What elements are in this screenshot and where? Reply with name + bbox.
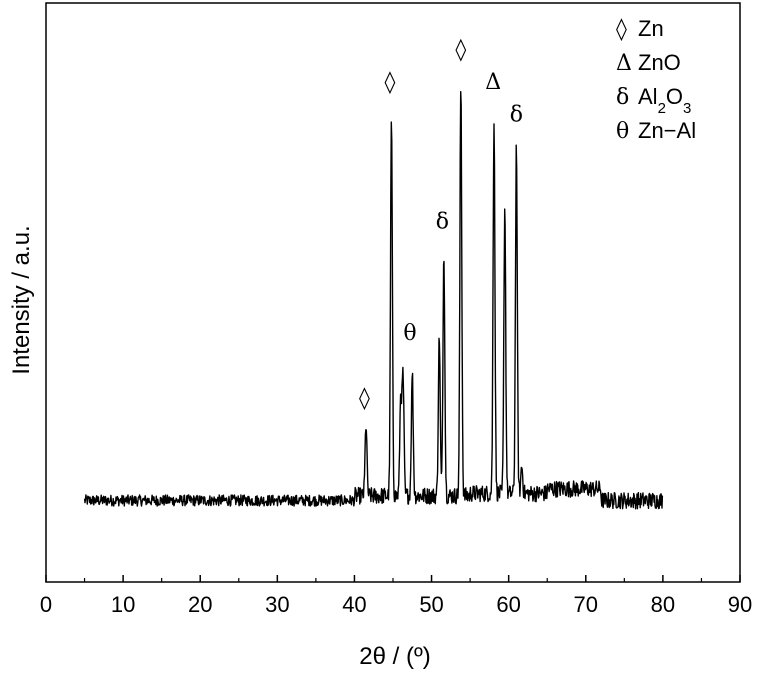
peak-annotation: δ — [436, 209, 449, 234]
legend-label: Zn — [638, 16, 664, 41]
xrd-pattern-line — [83, 90, 664, 510]
legend-label: Al2O3 — [638, 84, 691, 117]
peak-annotation: ◊ — [384, 70, 395, 95]
x-tick-label: 0 — [40, 592, 52, 617]
y-axis-label: Intensity / a.u. — [8, 225, 35, 374]
x-tick-label: 40 — [342, 592, 366, 617]
legend-label: Zn−Al — [638, 118, 696, 143]
x-tick-label: 90 — [728, 592, 752, 617]
x-tick-label: 20 — [188, 592, 212, 617]
peak-annotation: ◊ — [455, 37, 466, 62]
peak-annotation: Δ — [485, 70, 501, 95]
x-tick-label: 70 — [574, 592, 598, 617]
peak-annotation: δ — [510, 103, 523, 128]
legend-symbol: δ — [616, 85, 629, 110]
legend-symbol: Δ — [616, 51, 632, 76]
x-axis-ticks: 0 10 20 30 40 50 60 70 80 90 — [40, 575, 752, 617]
legend-symbol: ◊ — [616, 17, 627, 42]
legend-label: ZnO — [638, 50, 681, 75]
x-axis-label: 2θ / (º) — [359, 643, 430, 670]
x-tick-label: 50 — [419, 592, 443, 617]
x-tick-label: 80 — [651, 592, 675, 617]
legend: ◊ ZnΔ ZnO δ Al2O3 θ Zn−Al — [616, 16, 696, 144]
peak-annotation: ◊ — [359, 386, 370, 411]
legend-symbol: θ — [616, 119, 629, 144]
x-tick-label: 10 — [111, 592, 135, 617]
peak-annotation: θ — [403, 321, 416, 346]
peak-annotations: ◊ ◊ θ δ ◊ Δδ — [359, 37, 523, 411]
x-tick-label: 60 — [496, 592, 520, 617]
x-tick-label: 30 — [265, 592, 289, 617]
